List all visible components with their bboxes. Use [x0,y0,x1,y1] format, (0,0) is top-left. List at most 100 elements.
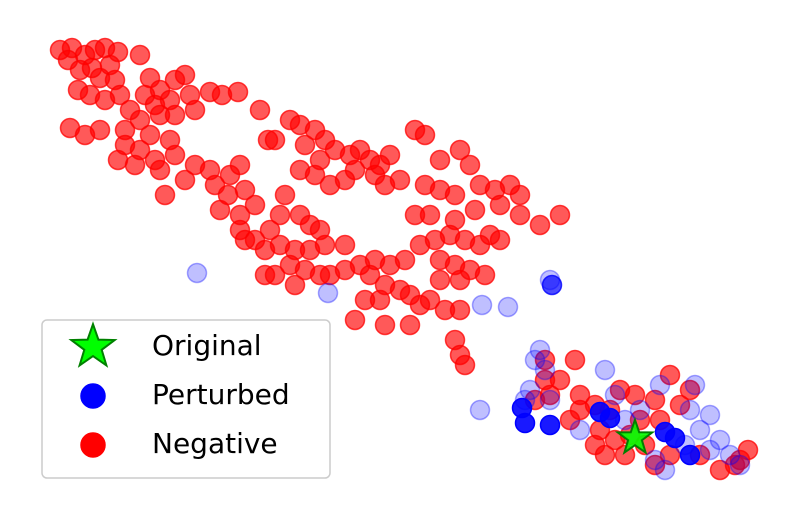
point [284,274,306,296]
star-marker [68,321,118,368]
point [679,399,701,421]
point [497,296,519,318]
point [489,194,511,216]
point [229,154,251,176]
point [709,429,731,451]
legend-label: Perturbed [152,378,290,411]
point [344,159,366,181]
point [164,104,186,126]
point [564,349,586,371]
point [80,432,106,458]
point [107,149,129,171]
point [539,414,561,436]
point [389,169,411,191]
point [474,264,496,286]
point [254,264,276,286]
point [729,449,751,471]
plot-area [49,37,759,481]
point [124,154,146,176]
point [394,249,416,271]
point [379,144,401,166]
point [409,294,431,316]
point [509,204,531,226]
point [404,204,426,226]
point [454,354,476,376]
point [129,109,151,131]
point [644,454,666,476]
point [449,299,471,321]
point [534,349,556,371]
point [644,449,666,471]
point [317,282,339,304]
point [569,419,591,441]
point [429,149,451,171]
point [334,234,356,256]
point [449,269,471,291]
point [139,124,161,146]
point [624,384,646,406]
point [529,339,551,361]
point [259,219,281,241]
point [509,184,531,206]
point [209,199,231,221]
point [529,214,551,236]
point [719,444,741,466]
point [659,364,681,386]
point [227,81,249,103]
point [594,444,616,466]
point [369,289,391,311]
point [174,169,196,191]
point [414,124,436,146]
point [729,454,751,476]
point [664,427,686,449]
point [514,412,536,434]
point [699,404,721,426]
point [599,407,621,429]
point [249,99,271,121]
star-marker [614,416,656,456]
point [149,159,171,181]
point [244,194,266,216]
point [471,294,493,316]
point [109,84,131,106]
point [129,44,151,66]
point [569,399,591,421]
point [549,204,571,226]
point [184,99,206,121]
point [374,314,396,336]
point [679,444,701,466]
point [614,444,636,466]
point [459,154,481,176]
point [539,384,561,406]
point [344,309,366,331]
point [464,199,486,221]
point [164,144,186,166]
point [489,229,511,251]
legend-label: Original [152,329,262,362]
point [186,262,208,284]
point [399,314,421,336]
point [669,394,691,416]
point [154,184,176,206]
point [174,64,196,86]
point [304,164,326,186]
point [469,399,491,421]
point [359,264,381,286]
point [309,219,331,241]
point [444,184,466,206]
point [644,389,666,411]
legend-label: Negative [152,427,278,460]
point [539,389,561,411]
point [524,349,546,371]
point [689,419,711,441]
legend: Original Perturbed Negative [41,319,331,479]
point [449,139,471,161]
point [229,219,251,241]
point [264,129,286,151]
point [234,179,256,201]
point [699,439,721,461]
point [274,184,296,206]
legend-box [41,319,331,479]
point [269,204,291,226]
